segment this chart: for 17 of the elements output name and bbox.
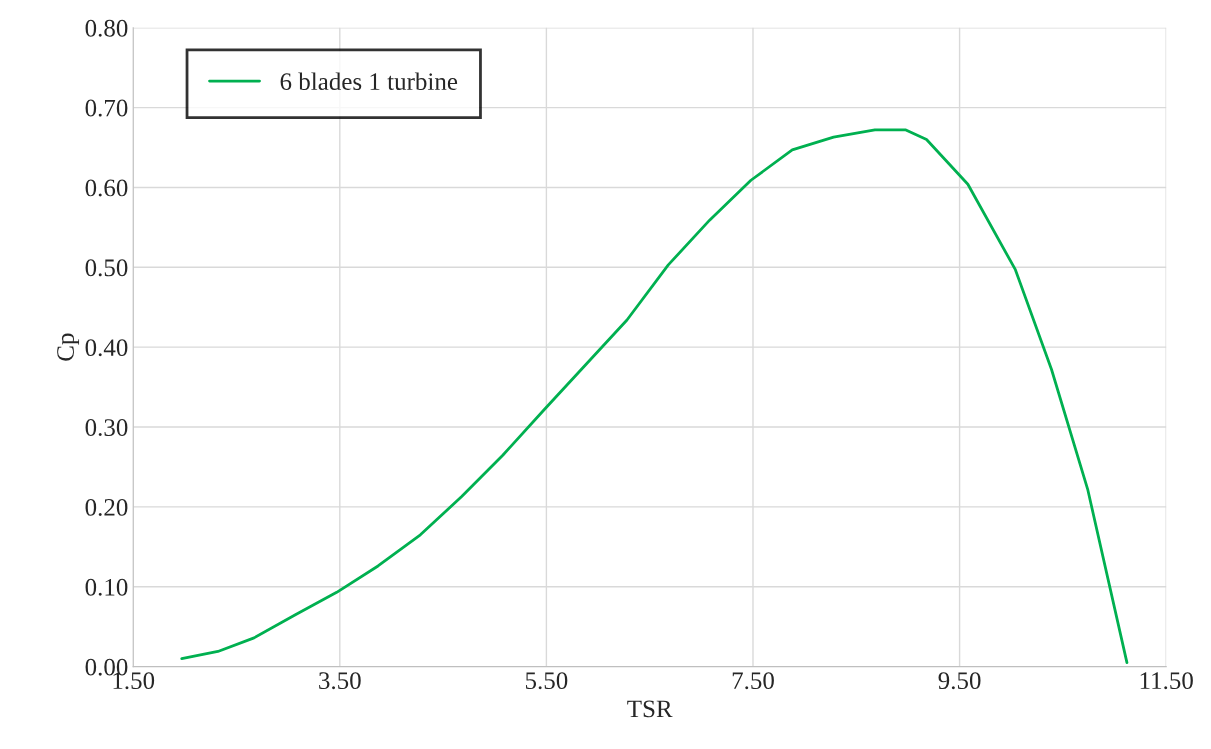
y-tick-label: 0.80 — [85, 19, 128, 37]
y-tick-label: 0.40 — [85, 339, 128, 357]
x-tick-label: 5.50 — [525, 672, 568, 690]
x-tick-label: 9.50 — [938, 672, 981, 690]
x-axis-title: TSR — [627, 700, 673, 718]
y-tick-label: 0.60 — [85, 179, 128, 197]
y-tick-label: 0.10 — [85, 578, 128, 596]
x-tick-label: 7.50 — [732, 672, 774, 690]
y-tick-label: 0.50 — [85, 259, 128, 277]
x-tick-label: 3.50 — [319, 672, 361, 690]
y-tick-label: 0.70 — [85, 99, 128, 117]
y-axis-title: Cp — [57, 333, 80, 361]
x-tick-label: 11.50 — [1140, 672, 1193, 690]
y-tick-label: 0.30 — [85, 419, 128, 437]
legend-label: 6 blades 1 turbine — [280, 72, 458, 91]
y-tick-label: 0.20 — [85, 498, 128, 516]
line-series — [180, 128, 1129, 665]
